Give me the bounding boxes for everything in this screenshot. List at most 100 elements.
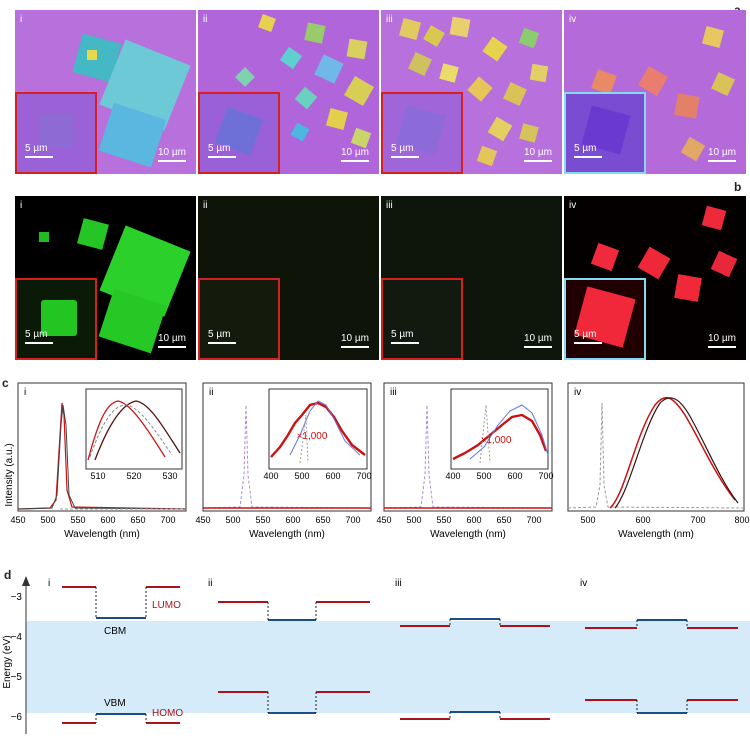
inset-b-i: 5 µm — [15, 278, 97, 360]
spectrum-curve — [469, 404, 549, 460]
tile-label: ii — [209, 387, 213, 398]
inset-plot-c-iii — [450, 388, 549, 470]
y-tick-label: −6 — [11, 712, 23, 723]
x-tick-label: 550 — [436, 515, 451, 525]
x-tick-label: 600 — [466, 515, 481, 525]
tile-label: iv — [569, 200, 577, 211]
inset-tick-label: 530 — [162, 471, 177, 481]
micrograph-a-i: i 5 µm 10 µm — [15, 10, 196, 174]
scale-label-small: 5 µm — [391, 143, 414, 154]
inset-tick-label: 520 — [126, 471, 141, 481]
bandgap-shade — [26, 621, 750, 713]
tile-label: iii — [386, 14, 393, 25]
tile-label: ii — [208, 578, 212, 589]
inset-tick-label: 500 — [294, 471, 309, 481]
flake-shapes — [235, 14, 375, 149]
inset-a-iii: 5 µm — [381, 92, 463, 174]
scale-label-small: 5 µm — [25, 143, 48, 154]
inset-b-iv: 5 µm — [564, 278, 646, 360]
spectrum-curve — [89, 404, 173, 458]
cbm-label: CBM — [104, 626, 126, 637]
scale-label-big: 10 µm — [708, 147, 736, 158]
x-tick-label: 800 — [734, 515, 749, 525]
inset-tick-label: 400 — [263, 471, 278, 481]
plot-frame-c-i — [17, 382, 187, 512]
scale-label-small: 5 µm — [391, 329, 414, 340]
multiplier-label: ×1,000 — [297, 431, 328, 442]
x-tick-label: 500 — [225, 515, 240, 525]
y-tick-label: −4 — [11, 632, 23, 643]
arrow-up-icon — [22, 576, 30, 586]
spectrum-curve — [17, 402, 187, 510]
multiplier-label: ×1,000 — [481, 435, 512, 446]
x-tick-label: 600 — [635, 515, 650, 525]
vbm-label: VBM — [104, 698, 126, 709]
inset-tick-label: 700 — [356, 471, 371, 481]
spectrum-curve — [270, 401, 366, 458]
scale-label-big: 10 µm — [524, 333, 552, 344]
panel-letter-c: c — [2, 376, 9, 390]
fluorescence-b-iii: iii 5 µm 10 µm — [381, 196, 562, 360]
spectrum-curve — [479, 404, 491, 464]
x-tick-label: 500 — [406, 515, 421, 525]
tile-label: i — [24, 387, 26, 398]
x-tick-label: 700 — [160, 515, 175, 525]
level-column-iii — [400, 618, 550, 720]
scale-label-big: 10 µm — [708, 333, 736, 344]
x-tick-label: 700 — [345, 515, 360, 525]
spectrum-curve — [289, 400, 361, 456]
spectra-panel-c: Intensity (a.u.) i ii iii iv 450 500 550… — [4, 382, 750, 540]
panel-letter-d: d — [4, 568, 12, 582]
plot-frame-c-iv — [567, 382, 745, 512]
x-axis-label: Wavelength (nm) — [249, 529, 325, 540]
micrograph-a-ii: ii 5 µm 10 µm — [198, 10, 379, 174]
inset-plot-c-i — [85, 388, 183, 470]
x-tick-label: 500 — [580, 515, 595, 525]
spectrum-curve — [452, 413, 548, 461]
tile-label: ii — [203, 14, 208, 25]
homo-label: HOMO — [152, 708, 183, 719]
lumo-label: LUMO — [152, 600, 181, 611]
inset-tick-label: 500 — [476, 471, 491, 481]
tile-label: iv — [574, 387, 581, 398]
x-tick-label: 700 — [690, 515, 705, 525]
spectrum-curve — [614, 397, 739, 509]
tile-label: i — [48, 578, 50, 589]
tile-label: iii — [390, 387, 397, 398]
plot-frame-c-iii — [383, 382, 553, 512]
scale-label-big: 10 µm — [524, 147, 552, 158]
spectrum-curve — [609, 396, 736, 509]
inset-tick-label: 600 — [325, 471, 340, 481]
y-tick-label: −3 — [11, 592, 23, 603]
inset-a-ii: 5 µm — [198, 92, 280, 174]
inset-b-ii: 5 µm — [198, 278, 280, 360]
x-axis-label: Wavelength (nm) — [430, 529, 506, 540]
flake-shapes — [39, 218, 191, 354]
flake-shapes — [591, 25, 735, 162]
scale-label-big: 10 µm — [158, 333, 186, 344]
spectrum-curve — [202, 404, 372, 509]
scale-label-small: 5 µm — [25, 329, 48, 340]
scale-label-small: 5 µm — [208, 143, 231, 154]
tile-label: iii — [386, 200, 393, 211]
micrograph-a-iii: iii 5 µm 10 µm — [381, 10, 562, 174]
energy-diagram-d: −3 −4 −5 −6 Energy (eV) i ii iii iv LUMO… — [2, 576, 750, 734]
fluorescence-b-i: i 5 µm 10 µm — [15, 196, 196, 360]
fluorescence-b-iv: iv 5 µm 10 µm — [564, 196, 746, 360]
d-ylabel: Energy (eV) — [2, 635, 13, 688]
spectrum-curve — [87, 400, 166, 461]
plot-frame-c-ii — [202, 382, 372, 512]
inset-b-iii: 5 µm — [381, 278, 463, 360]
flake-shapes — [72, 33, 191, 168]
micrograph-a-iv: iv 5 µm 10 µm — [564, 10, 746, 174]
spectrum-curve — [17, 404, 187, 510]
x-tick-label: 550 — [255, 515, 270, 525]
x-tick-label: 450 — [376, 515, 391, 525]
spectrum-curve — [383, 404, 553, 509]
x-tick-label: 450 — [10, 515, 25, 525]
level-column-iv — [585, 619, 738, 714]
tile-label: i — [20, 14, 23, 25]
spectrum-curve — [94, 400, 181, 461]
flake-shapes — [398, 16, 549, 167]
tile-label: iv — [569, 14, 577, 25]
